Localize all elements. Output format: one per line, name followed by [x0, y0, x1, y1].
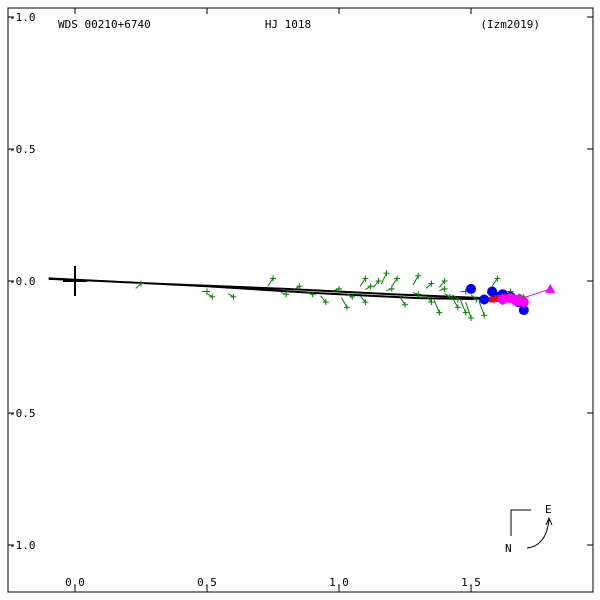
interferometric-point — [518, 297, 529, 308]
micrometer-point — [402, 301, 408, 308]
micrometer-residual — [341, 297, 348, 308]
micrometer-residual — [206, 293, 213, 298]
micrometer-residual — [491, 278, 498, 287]
micrometer-residual — [412, 275, 419, 286]
micrometer-point — [362, 299, 369, 306]
interferometric-point — [510, 295, 521, 306]
micrometer-point — [454, 296, 461, 303]
speckle-point — [489, 296, 496, 303]
micrometer-point — [441, 278, 448, 284]
x-axis-ticks: 0.0 0.5 1.0 1.5 — [65, 8, 481, 592]
micrometer-point — [481, 312, 488, 319]
micrometer-point — [383, 270, 390, 277]
micrometer-point — [204, 288, 210, 295]
photographic-point — [479, 294, 490, 305]
y-axis-ticks: -1.0 -0.5 -0.0 -0.5 -1.0 — [8, 11, 593, 552]
primary-star-marker — [63, 266, 87, 296]
compass-arrowhead — [545, 516, 553, 526]
micrometer-point — [468, 314, 474, 321]
x-tick-label: 1.5 — [461, 576, 481, 589]
y-tick-label: -0.5 — [9, 407, 36, 420]
micrometer-residual — [267, 278, 274, 287]
micrometer-point — [343, 304, 350, 311]
micrometer-point — [494, 275, 501, 282]
micrometer-point — [336, 285, 342, 292]
micrometer-point — [230, 293, 237, 300]
micrometer-point — [388, 285, 395, 292]
micrometer-point — [283, 291, 290, 298]
micrometer-point — [394, 275, 401, 282]
y-tick-label: -0.0 — [9, 275, 36, 288]
micrometer-residual — [452, 297, 459, 308]
interferometric-point — [497, 294, 508, 305]
micrometer-residual — [293, 285, 300, 290]
micrometer-residual — [359, 278, 366, 287]
micrometer-residual — [365, 285, 371, 290]
micrometer-residual — [346, 293, 353, 298]
micrometer-point — [270, 275, 276, 282]
micrometer-point — [428, 299, 435, 306]
micrometer-point — [362, 275, 369, 282]
micrometer-residual — [452, 294, 459, 300]
header-wds-id: WDS 00210+6740 — [58, 18, 151, 31]
micrometer-point — [436, 309, 443, 316]
micrometer-point — [209, 293, 216, 300]
micrometer-point — [473, 296, 480, 303]
micrometer-residual — [444, 293, 451, 298]
micrometer-residual — [425, 283, 432, 289]
latest-residual — [518, 288, 551, 300]
speckle-point — [494, 295, 501, 302]
compass-east-label: E — [545, 503, 552, 516]
micrometer-point — [415, 272, 422, 279]
primary-star-cross — [63, 266, 87, 296]
micrometer-residual — [425, 295, 432, 303]
micrometer-point — [138, 280, 144, 287]
compass-arrow-arc — [526, 519, 550, 549]
micrometer-residual — [359, 295, 366, 303]
x-tick-label: 1.0 — [329, 576, 349, 589]
micrometer-residual — [320, 295, 327, 303]
micrometer-point — [415, 291, 422, 298]
compass-axes — [510, 509, 531, 536]
micrometer-residual — [227, 293, 234, 298]
header-system-name: HJ 1018 — [265, 18, 311, 31]
compass-rose: N E — [505, 503, 553, 555]
photographic-point — [518, 305, 529, 316]
compass-north-label: N — [505, 542, 512, 555]
micrometer-residual — [391, 278, 398, 287]
micrometer-residual — [433, 299, 440, 313]
micrometer-point — [375, 278, 382, 284]
micrometer-point — [349, 293, 356, 300]
micrometer-residual — [135, 283, 142, 289]
micrometer-residual — [465, 301, 472, 319]
micrometer-residual — [399, 296, 406, 306]
micrometer-point — [296, 283, 303, 290]
micrometer-point — [441, 285, 448, 292]
header-reference: (Izm2019) — [480, 18, 540, 31]
y-tick-label: -0.5 — [9, 143, 36, 156]
photographic-point — [466, 283, 476, 294]
micrometer-point — [322, 299, 329, 306]
micrometer-point — [428, 280, 435, 287]
micrometer-residual — [478, 300, 485, 316]
x-tick-label: 0.0 — [65, 576, 85, 589]
micrometer-residual — [438, 280, 445, 288]
micrometer-point — [367, 283, 374, 290]
micrometer-point — [454, 304, 461, 311]
y-tick-label: -1.0 — [9, 539, 36, 552]
observation-points — [135, 270, 556, 321]
y-tick-label: -1.0 — [9, 11, 36, 24]
micrometer-residual — [372, 280, 379, 288]
micrometer-residual — [459, 299, 467, 313]
x-tick-label: 0.5 — [197, 576, 217, 589]
micrometer-residual — [470, 294, 477, 300]
latest-point — [545, 283, 556, 293]
micrometer-point — [446, 293, 453, 300]
micrometer-point — [462, 309, 469, 316]
micrometer-residual — [380, 272, 387, 285]
micrometer-point — [309, 291, 316, 298]
